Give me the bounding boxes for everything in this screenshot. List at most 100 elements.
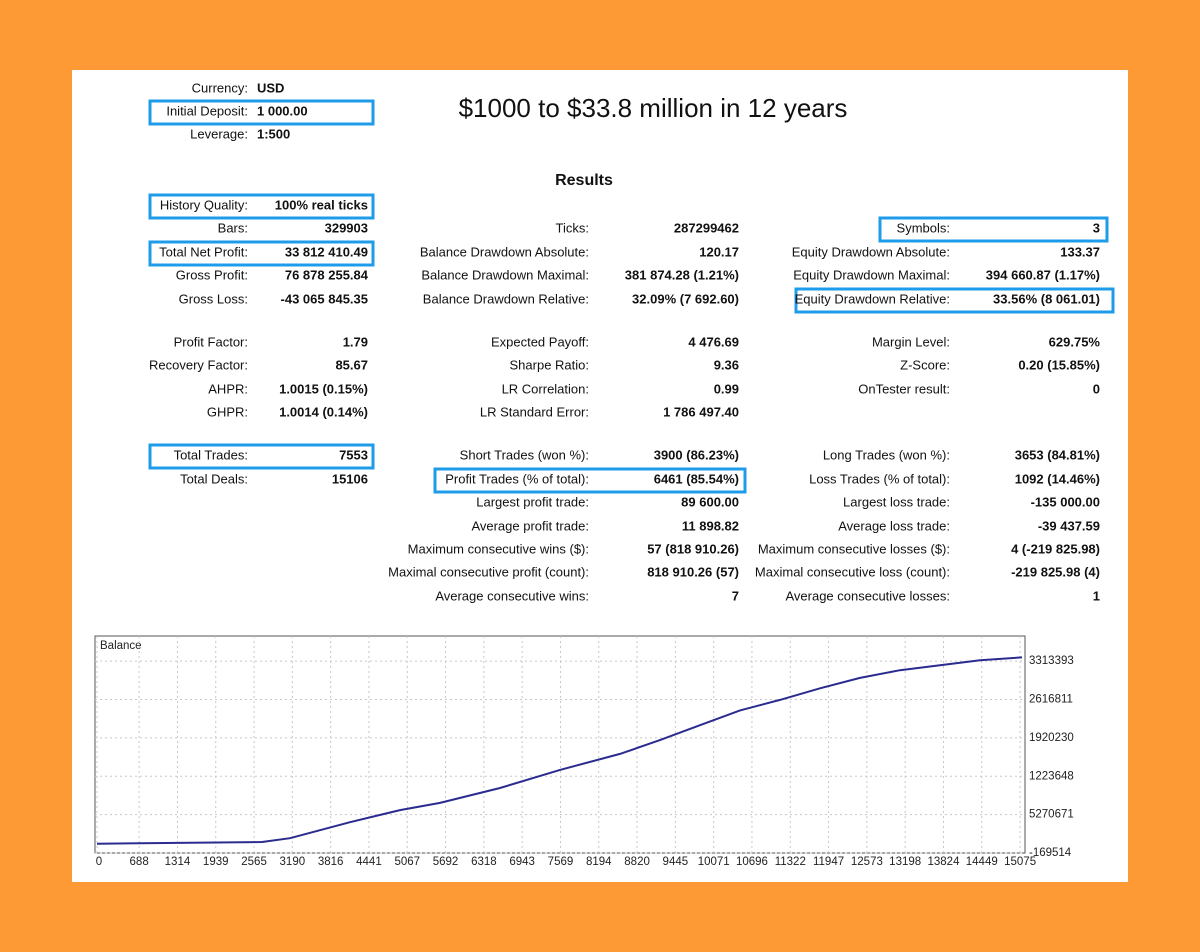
field-label: Ticks: [556, 220, 589, 235]
field-value: 32.09% (7 692.60) [632, 291, 739, 306]
field-label: Balance Drawdown Absolute: [420, 244, 589, 259]
field-label: OnTester result: [858, 381, 950, 396]
field-label: GHPR: [207, 404, 248, 419]
y-tick-label: 2616811 [1029, 694, 1073, 706]
field-label: Average profit trade: [471, 518, 589, 533]
y-tick-label: 1920230 [1029, 732, 1074, 744]
field-value: 3900 (86.23%) [654, 447, 739, 462]
field-value: 33 812 410.49 [285, 244, 368, 259]
highlight-box [794, 287, 1115, 314]
field-value: 85.67 [335, 357, 368, 372]
field-value: USD [257, 80, 284, 95]
x-tick-label: 2565 [241, 856, 267, 868]
field-label: Short Trades (won %): [460, 447, 589, 462]
highlight-box [148, 240, 375, 267]
field-value: 1 786 497.40 [663, 404, 739, 419]
y-tick-label: 5270671 [1029, 809, 1074, 821]
field-label: Margin Level: [872, 334, 950, 349]
field-label: Total Trades: [174, 447, 248, 462]
field-value: 3 [1093, 220, 1100, 235]
field-value: 57 (818 910.26) [647, 541, 739, 556]
field-label: Recovery Factor: [149, 357, 248, 372]
y-tick-label: 3313393 [1029, 655, 1074, 667]
field-label: History Quality: [160, 197, 248, 212]
field-label: Bars: [218, 220, 248, 235]
x-tick-label: 13824 [928, 856, 961, 868]
field-value: -39 437.59 [1038, 518, 1100, 533]
x-tick-label: 10696 [736, 856, 768, 868]
chart-title: Balance [100, 640, 142, 652]
field-label: Balance Drawdown Maximal: [421, 267, 589, 282]
x-tick-label: 12573 [851, 856, 883, 868]
field-value: 7553 [339, 447, 368, 462]
field-value: 0.99 [714, 381, 739, 396]
field-label: Total Net Profit: [159, 244, 248, 259]
results-title: Results [555, 172, 613, 189]
x-tick-label: 5692 [433, 856, 459, 868]
highlight-box [148, 193, 375, 220]
field-value: 15106 [332, 471, 368, 486]
field-label: Equity Drawdown Relative: [795, 291, 950, 306]
field-value: 1092 (14.46%) [1015, 471, 1100, 486]
field-label: Currency: [192, 80, 248, 95]
highlight-box [878, 216, 1109, 243]
field-label: Expected Payoff: [491, 334, 589, 349]
x-tick-label: 7569 [548, 856, 574, 868]
x-tick-label: 0 [96, 856, 102, 868]
field-label: Loss Trades (% of total): [809, 471, 950, 486]
field-label: Maximal consecutive loss (count): [755, 564, 950, 579]
field-value: 818 910.26 (57) [647, 564, 739, 579]
field-label: Maximal consecutive profit (count): [388, 564, 589, 579]
field-label: Initial Deposit: [166, 103, 248, 118]
field-value: 0.20 (15.85%) [1018, 357, 1100, 372]
field-value: 629.75% [1049, 334, 1101, 349]
field-label: Maximum consecutive losses ($): [758, 541, 950, 556]
field-value: 394 660.87 (1.17%) [986, 267, 1100, 282]
field-label: LR Correlation: [502, 381, 589, 396]
x-tick-label: 6318 [471, 856, 497, 868]
highlight-box [433, 467, 747, 494]
field-value: 120.17 [699, 244, 739, 259]
field-label: AHPR: [208, 381, 248, 396]
headline: $1000 to $33.8 million in 12 years [459, 93, 848, 123]
field-value: 100% real ticks [275, 197, 368, 212]
field-label: Largest profit trade: [476, 494, 589, 509]
field-value: 1 [1093, 588, 1100, 603]
x-tick-label: 8820 [624, 856, 650, 868]
x-tick-label: 8194 [586, 856, 612, 868]
field-label: Equity Drawdown Maximal: [793, 267, 950, 282]
x-tick-label: 1314 [165, 856, 191, 868]
field-label: Profit Trades (% of total): [445, 471, 589, 486]
field-value: 1.0015 (0.15%) [279, 381, 368, 396]
field-value: -219 825.98 (4) [1011, 564, 1100, 579]
field-label: Leverage: [190, 126, 248, 141]
x-tick-label: 11947 [813, 856, 844, 868]
field-label: Gross Loss: [179, 291, 248, 306]
field-value: 381 874.28 (1.21%) [625, 267, 739, 282]
field-value: 7 [732, 588, 739, 603]
x-tick-label: 5067 [394, 856, 420, 868]
x-tick-label: 15075 [1004, 856, 1036, 868]
x-tick-label: 14449 [966, 856, 998, 868]
field-value: 1.0014 (0.14%) [279, 404, 368, 419]
chart-frame [94, 635, 1026, 854]
x-tick-label: 9445 [663, 856, 689, 868]
field-label: LR Standard Error: [480, 404, 589, 419]
field-label: Symbols: [897, 220, 950, 235]
x-tick-label: 3816 [318, 856, 344, 868]
highlight-box [148, 99, 375, 126]
field-label: Equity Drawdown Absolute: [792, 244, 950, 259]
field-value: 287299462 [674, 220, 739, 235]
field-value: 33.56% (8 061.01) [993, 291, 1100, 306]
field-label: Maximum consecutive wins ($): [408, 541, 589, 556]
field-value: 133.37 [1060, 244, 1100, 259]
field-value: 6461 (85.54%) [654, 471, 739, 486]
field-label: Gross Profit: [176, 267, 248, 282]
field-label: Average consecutive losses: [785, 588, 950, 603]
y-tick-label: 1223648 [1029, 770, 1074, 782]
field-value: 4 (-219 825.98) [1011, 541, 1100, 556]
field-label: Z-Score: [900, 357, 950, 372]
field-label: Sharpe Ratio: [510, 357, 590, 372]
